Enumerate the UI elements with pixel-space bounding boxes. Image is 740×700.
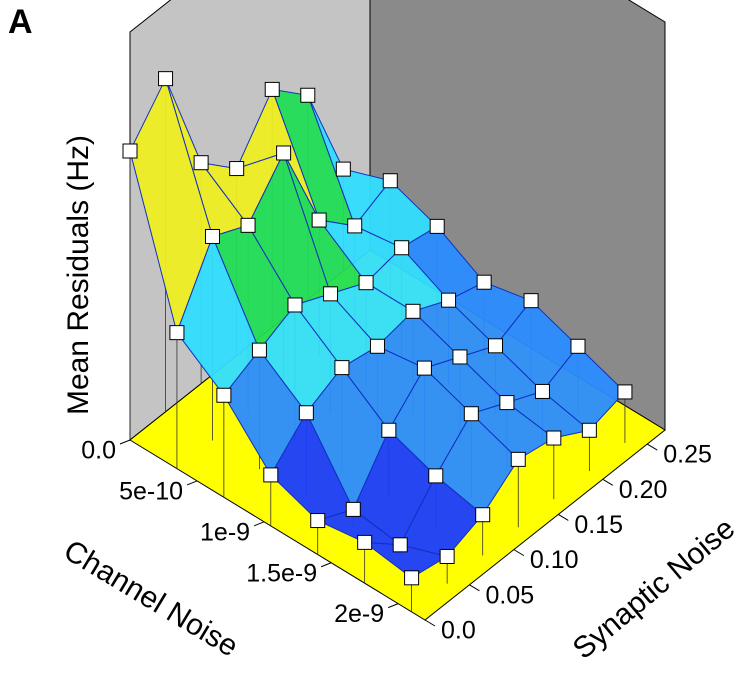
- data-point: [357, 534, 373, 550]
- data-point: [488, 338, 504, 354]
- data-point: [276, 145, 292, 161]
- data-point: [334, 360, 350, 376]
- data-point: [300, 87, 316, 103]
- x-tick: [387, 603, 399, 609]
- data-point: [381, 422, 397, 438]
- data-point: [382, 173, 398, 189]
- data-point: [475, 507, 491, 523]
- data-point: [310, 513, 326, 529]
- x-tick-label: 1e-9: [200, 518, 250, 546]
- data-point: [335, 161, 351, 177]
- data-point: [169, 325, 185, 341]
- y-tick-label: 0.15: [574, 511, 623, 539]
- data-point: [263, 467, 279, 483]
- x-axis-title: Channel Noise: [58, 534, 244, 664]
- data-point: [358, 275, 374, 291]
- data-point: [534, 383, 550, 399]
- z-axis-title: Mean Residuals (Hz): [62, 135, 95, 415]
- data-point: [122, 143, 138, 159]
- data-point: [298, 405, 314, 421]
- data-point: [523, 293, 539, 309]
- data-point: [347, 218, 363, 234]
- data-point: [264, 81, 280, 97]
- x-tick-label: 5e-10: [119, 478, 183, 506]
- x-tick: [119, 439, 131, 445]
- data-point: [617, 384, 633, 400]
- data-point: [570, 338, 586, 354]
- y-tick: [424, 619, 436, 627]
- data-point: [251, 342, 267, 358]
- y-tick-label: 0.25: [663, 441, 712, 469]
- data-point: [240, 217, 256, 233]
- data-point: [405, 303, 421, 319]
- data-point: [581, 422, 597, 438]
- x-tick: [253, 521, 265, 527]
- x-tick: [320, 562, 332, 568]
- y-tick-label: 0.0: [441, 617, 476, 645]
- data-point: [441, 292, 457, 308]
- y-tick: [513, 549, 525, 557]
- scene: [119, 0, 666, 627]
- data-point: [204, 228, 220, 244]
- y-tick: [646, 443, 658, 451]
- y-tick-label: 0.05: [485, 581, 534, 609]
- data-point: [476, 274, 492, 290]
- data-point: [345, 501, 361, 517]
- data-point: [404, 570, 420, 586]
- data-point: [311, 212, 327, 228]
- data-point: [499, 395, 515, 411]
- y-tick: [602, 478, 614, 486]
- data-point: [510, 451, 526, 467]
- data-point: [193, 155, 209, 171]
- data-point: [369, 338, 385, 354]
- data-point: [428, 468, 444, 484]
- x-tick-label: 2e-9: [334, 600, 384, 628]
- data-point: [463, 406, 479, 422]
- y-tick: [469, 584, 480, 592]
- data-point: [394, 240, 410, 256]
- data-point: [392, 537, 408, 553]
- data-point: [323, 286, 339, 302]
- y-tick: [558, 514, 569, 521]
- panel-label: A: [8, 3, 33, 41]
- data-point: [452, 349, 468, 365]
- x-tick: [186, 480, 198, 486]
- data-point: [546, 430, 562, 446]
- y-tick-label: 0.20: [619, 476, 668, 504]
- x-tick-label: 1.5e-9: [246, 559, 317, 587]
- data-point: [429, 218, 445, 234]
- x-tick-label: 0.0: [81, 437, 116, 465]
- data-point: [287, 297, 303, 313]
- data-point: [416, 360, 432, 376]
- y-tick-label: 0.10: [530, 546, 579, 574]
- data-point: [229, 161, 245, 177]
- data-point: [158, 71, 174, 87]
- data-point: [216, 387, 232, 403]
- data-point: [439, 548, 455, 564]
